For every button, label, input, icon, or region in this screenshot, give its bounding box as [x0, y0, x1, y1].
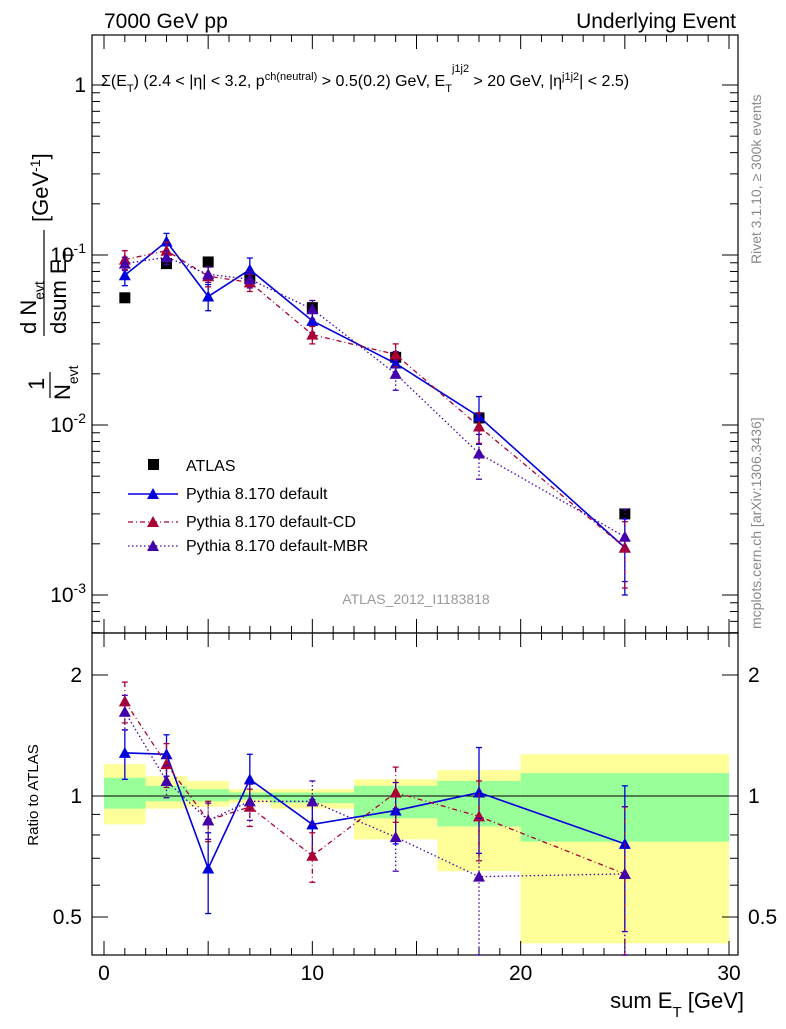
legend-marker-cd: [147, 516, 159, 527]
ratio-series-group: [118, 681, 631, 956]
main-point-pythia-8-170-default-cd: [306, 328, 319, 340]
ratio-point-pythia-8-170-default-mbr: [618, 867, 631, 879]
main-point-pythia-8-170-default-mbr: [473, 447, 485, 459]
ratio-point-pythia-8-170-default-mbr: [473, 870, 485, 882]
main-point-pythia-8-170-default-mbr: [618, 530, 631, 542]
x-tick-label: 0: [98, 962, 110, 985]
ratio-y-tick-label-left: 0.5: [53, 906, 82, 929]
ratio-point-pythia-8-170-default-cd: [160, 758, 173, 770]
ratio-y-tick-label-left: 2: [70, 664, 82, 687]
main-point-pythia-8-170-default-mbr: [160, 251, 173, 263]
main-point-atlas: [202, 256, 214, 268]
x-axis-label: sum ET [GeV]: [610, 988, 744, 1021]
svg-text:Nevt: Nevt: [50, 365, 81, 400]
ratio-point-pythia-8-170-default-mbr: [118, 705, 131, 717]
ratio-y-tick-label-right: 2: [748, 664, 760, 687]
legend-label-default: Pythia 8.170 default: [186, 486, 328, 503]
main-point-pythia-8-170-default-cd: [389, 348, 402, 360]
ratio-point-pythia-8-170-default: [243, 773, 256, 785]
main-point-pythia-8-170-default: [389, 357, 402, 369]
main-y-tick-label: 10-2: [50, 410, 86, 437]
ratio-band-green-0: [104, 777, 146, 809]
ratio-y-tick-label-left: 1: [70, 785, 82, 808]
analysis-watermark: ATLAS_2012_I1183818: [342, 591, 490, 607]
main-line-pythia-8-170-default-cd: [124, 250, 626, 549]
ratio-point-pythia-8-170-default-mbr: [389, 831, 402, 843]
ratio-point-pythia-8-170-default-mbr: [202, 814, 215, 826]
legend-marker-default: [147, 488, 159, 499]
ratio-point-pythia-8-170-default-mbr: [243, 795, 256, 807]
ratio-point-pythia-8-170-default-cd: [389, 786, 402, 798]
main-point-pythia-8-170-default-cd: [618, 541, 631, 553]
main-point-pythia-8-170-default: [306, 314, 319, 326]
main-y-tick-label: 10-1: [50, 240, 86, 267]
legend-label-mbr: Pythia 8.170 default-MBR: [186, 538, 368, 555]
header-right: Underlying Event: [576, 10, 736, 33]
ratio-y-tick-label-right: 1: [748, 785, 760, 808]
x-tick-label: 20: [509, 962, 532, 985]
mcplots-label: mcplots.cern.ch [arXiv:1306.3436]: [748, 417, 764, 629]
x-tick-label: 10: [301, 962, 324, 985]
ratio-y-tick-label-right: 0.5: [748, 906, 777, 929]
legend-label-cd: Pythia 8.170 default-CD: [186, 514, 356, 531]
ratio-point-pythia-8-170-default-mbr: [160, 774, 173, 786]
main-y-tick-label: 1: [74, 74, 86, 97]
x-tick-label: 30: [717, 962, 740, 985]
svg-text:[GeV-1]: [GeV-1]: [27, 153, 53, 222]
main-point-atlas: [119, 292, 131, 304]
ratio-y-axis-label: Ratio to ATLAS: [25, 744, 42, 845]
main-series-group: [118, 232, 631, 596]
legend-marker-atlas: [148, 459, 159, 470]
ratio-point-pythia-8-170-default: [160, 748, 173, 760]
ratio-plot-frame: [91, 632, 739, 956]
main-point-pythia-8-170-default: [118, 269, 131, 281]
ratio-band-green-1: [145, 785, 188, 802]
ratio-band-green-2: [187, 789, 229, 802]
main-point-pythia-8-170-default-cd: [473, 420, 485, 432]
axes-ticks: 0 10 20 30 10-3 10-2 10-1 1 0.5 0.5 1 1 2 2: [50, 35, 777, 985]
ratio-point-pythia-8-170-default-cd: [306, 849, 319, 861]
ratio-point-pythia-8-170-default: [473, 786, 485, 798]
main-point-pythia-8-170-default: [243, 263, 256, 275]
main-y-tick-label: 10-3: [50, 580, 86, 607]
svg-text:1: 1: [24, 378, 49, 390]
main-point-pythia-8-170-default-mbr: [118, 257, 131, 269]
ratio-point-pythia-8-170-default: [118, 746, 131, 758]
main-point-pythia-8-170-default-mbr: [202, 268, 215, 280]
ratio-line-pythia-8-170-default-cd: [124, 700, 626, 875]
main-point-pythia-8-170-default-mbr: [306, 303, 319, 315]
main-point-pythia-8-170-default-mbr: [389, 367, 402, 379]
main-point-pythia-8-170-default: [202, 290, 215, 302]
ratio-point-pythia-8-170-default-mbr: [306, 795, 319, 807]
chart-title: Σ(ET) (2.4 < |η| < 3.2, pch(neutral) > 0…: [101, 63, 629, 95]
legend-marker-mbr: [147, 540, 159, 551]
ratio-uncertainty-bands: [92, 754, 738, 944]
main-y-axis-label: 1 Nevt d Nevt dsum ET [GeV-1]: [16, 153, 81, 400]
main-point-pythia-8-170-default: [160, 235, 173, 247]
header-left: 7000 GeV pp: [104, 10, 228, 33]
main-point-pythia-8-170-default-mbr: [243, 273, 256, 285]
main-line-pythia-8-170-default: [124, 240, 626, 549]
svg-text:d Nevt: d Nevt: [16, 281, 47, 334]
legend: ATLAS Pythia 8.170 default Pythia 8.170 …: [128, 458, 368, 555]
ratio-point-pythia-8-170-default: [202, 862, 215, 874]
legend-label-atlas: ATLAS: [186, 458, 236, 475]
rivet-label: Rivet 3.1.10, ≥ 300k events: [748, 94, 764, 264]
